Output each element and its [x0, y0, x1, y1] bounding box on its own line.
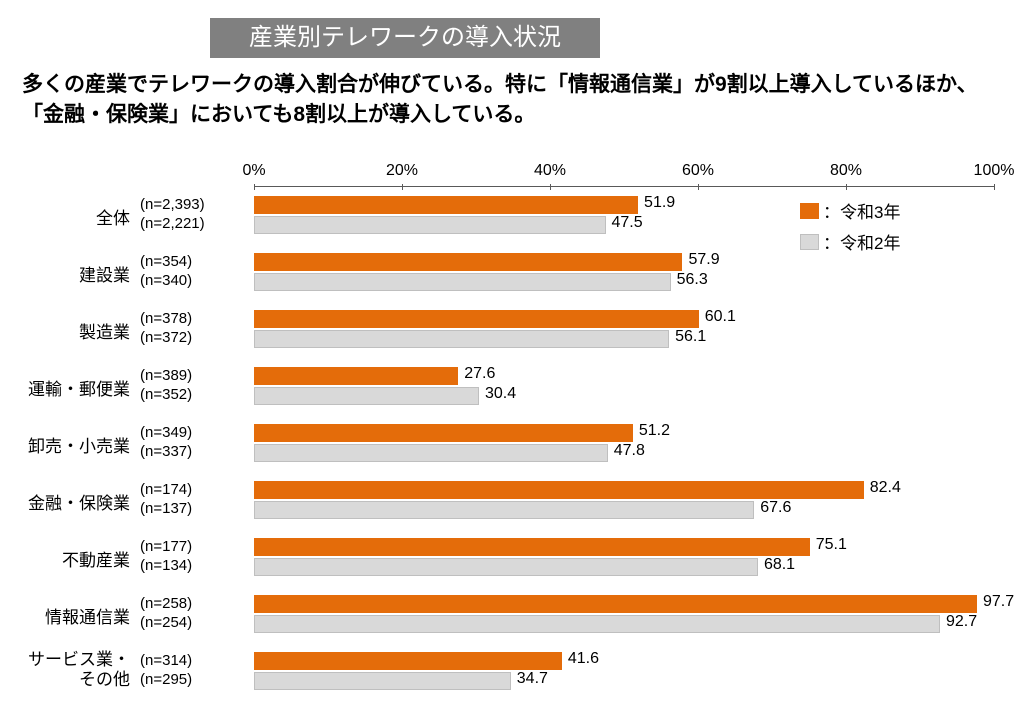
category-label: 製造業: [10, 318, 130, 343]
n-label-b: (n=295): [140, 671, 192, 688]
legend-label: ：令和3年: [823, 203, 900, 222]
bar-series-a: [254, 538, 810, 556]
x-tick-label: 80%: [830, 162, 862, 180]
bar-series-b: [254, 387, 479, 405]
x-tick-label: 60%: [682, 162, 714, 180]
n-label-b: (n=137): [140, 500, 192, 517]
value-label-b: 67.6: [760, 499, 791, 517]
bar-group: 51.2 47.8: [254, 424, 994, 464]
category-label: 建設業: [10, 261, 130, 286]
bar-group: 27.6 30.4: [254, 367, 994, 407]
bar-series-a: [254, 253, 682, 271]
bar-series-b: [254, 558, 758, 576]
value-label-a: 27.6: [464, 365, 495, 383]
n-label-b: (n=254): [140, 614, 192, 631]
bar-series-a: [254, 196, 638, 214]
x-tick: [846, 184, 847, 190]
x-tick-label: 20%: [386, 162, 418, 180]
n-label-a: (n=258): [140, 595, 192, 612]
value-label-b: 56.1: [675, 328, 706, 346]
page: 産業別テレワークの導入状況 多くの産業でテレワークの導入割合が伸びている。特に「…: [0, 0, 1024, 716]
value-label-a: 51.9: [644, 194, 675, 212]
x-tick: [402, 184, 403, 190]
x-tick: [550, 184, 551, 190]
bar-series-b: [254, 444, 608, 462]
bar-series-b: [254, 330, 669, 348]
n-label-b: (n=340): [140, 272, 192, 289]
n-label-b: (n=337): [140, 443, 192, 460]
n-label-b: (n=352): [140, 386, 192, 403]
value-label-b: 47.8: [614, 442, 645, 460]
n-label-b: (n=2,221): [140, 215, 205, 232]
legend-swatch: [800, 234, 819, 250]
value-label-b: 56.3: [677, 271, 708, 289]
bar-series-b: [254, 615, 940, 633]
n-label-a: (n=174): [140, 481, 192, 498]
bar-group: 82.4 67.6: [254, 481, 994, 521]
legend-item: ：令和2年: [800, 229, 900, 254]
value-label-b: 92.7: [946, 613, 977, 631]
bar-series-a: [254, 310, 699, 328]
value-label-b: 34.7: [517, 670, 548, 688]
bar-series-b: [254, 273, 671, 291]
category-label: 卸売・小売業: [10, 432, 130, 457]
legend-swatch: [800, 203, 819, 219]
value-label-b: 68.1: [764, 556, 795, 574]
bar-series-a: [254, 481, 864, 499]
n-label-a: (n=314): [140, 652, 192, 669]
x-axis: [254, 186, 994, 187]
category-label: 不動産業: [10, 546, 130, 571]
value-label-a: 60.1: [705, 308, 736, 326]
category-label: 情報通信業: [10, 603, 130, 628]
category-label: 運輸・郵便業: [10, 375, 130, 400]
category-label: サービス業・その他: [10, 650, 130, 689]
bar-series-b: [254, 501, 754, 519]
category-label: 金融・保険業: [10, 489, 130, 514]
bar-series-b: [254, 216, 606, 234]
bar-group: 41.6 34.7: [254, 652, 994, 692]
page-title: 産業別テレワークの導入状況: [210, 18, 600, 58]
n-label-a: (n=354): [140, 253, 192, 270]
x-tick: [254, 184, 255, 190]
bar-series-a: [254, 367, 458, 385]
legend-label: ：令和2年: [823, 234, 900, 253]
n-label-b: (n=134): [140, 557, 192, 574]
value-label-b: 47.5: [612, 214, 643, 232]
n-label-b: (n=372): [140, 329, 192, 346]
bar-series-a: [254, 424, 633, 442]
bar-group: 75.1 68.1: [254, 538, 994, 578]
bar-group: 60.1 56.1: [254, 310, 994, 350]
value-label-a: 82.4: [870, 479, 901, 497]
legend: ：令和3年 ：令和2年: [800, 198, 900, 260]
category-label: 全体: [10, 204, 130, 229]
x-tick-label: 0%: [242, 162, 265, 180]
x-tick-label: 40%: [534, 162, 566, 180]
telework-chart: 0% 20% 40% 60% 80% 100% 51.947.5 57.9 56.3 60.1 5…: [0, 156, 1024, 716]
value-label-a: 41.6: [568, 650, 599, 668]
bar-series-b: [254, 672, 511, 690]
value-label-a: 75.1: [816, 536, 847, 554]
bar-group: 97.792.7: [254, 595, 994, 635]
x-tick: [698, 184, 699, 190]
n-label-a: (n=2,393): [140, 196, 205, 213]
value-label-a: 97.7: [983, 593, 1014, 611]
legend-item: ：令和3年: [800, 198, 900, 223]
n-label-a: (n=378): [140, 310, 192, 327]
value-label-b: 30.4: [485, 385, 516, 403]
n-label-a: (n=349): [140, 424, 192, 441]
n-label-a: (n=389): [140, 367, 192, 384]
bar-series-a: [254, 595, 977, 613]
plot-area: 0%20%40%60%80%100% 51.947.557.956.360.15…: [254, 186, 994, 706]
bar-series-a: [254, 652, 562, 670]
page-subtitle: 多くの産業でテレワークの導入割合が伸びている。特に「情報通信業」が9割以上導入し…: [22, 70, 1002, 131]
x-tick-label: 100%: [974, 162, 1015, 180]
n-label-a: (n=177): [140, 538, 192, 555]
x-tick: [994, 184, 995, 190]
value-label-a: 57.9: [688, 251, 719, 269]
value-label-a: 51.2: [639, 422, 670, 440]
